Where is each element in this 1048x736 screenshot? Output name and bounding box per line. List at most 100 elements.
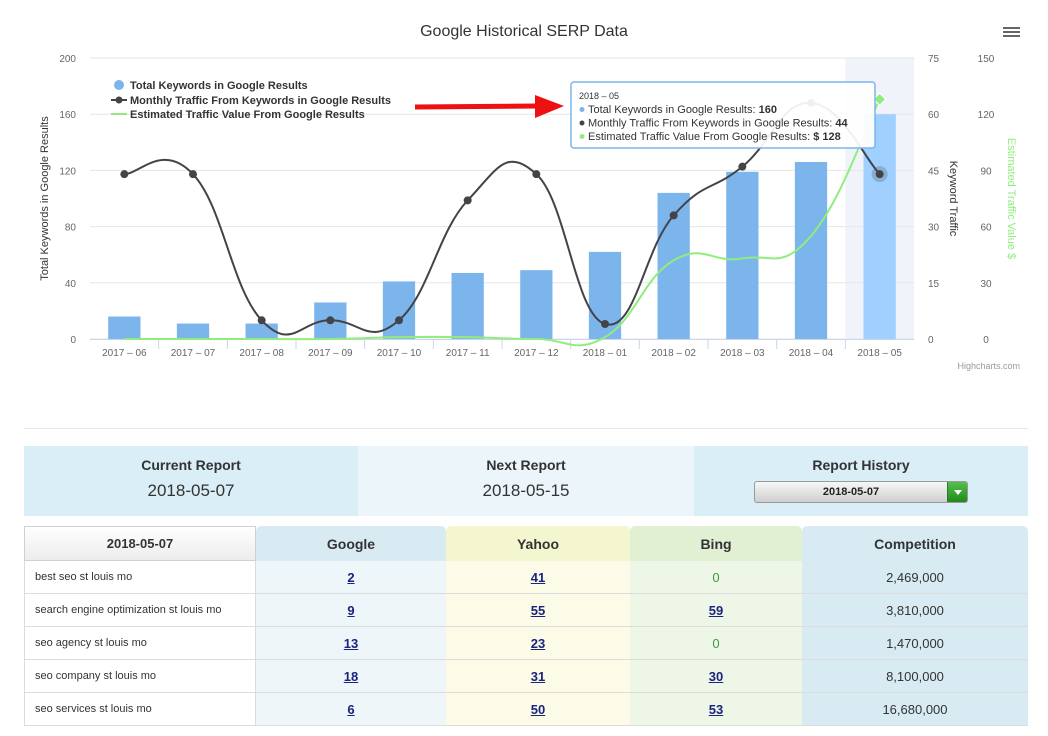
x-axis-tick-label: 2017 – 12 [514,348,559,359]
bing-cell: 0 [630,561,802,594]
keyword-bar [176,323,210,339]
x-axis-tick-label: 2017 – 10 [377,348,422,359]
google-cell: 2 [256,561,446,594]
keyword-cell: seo company st louis mo [24,660,256,693]
keyword-traffic-axis-title: Keyword Traffic [947,161,959,237]
google-rank-link[interactable]: 13 [343,635,359,651]
serp-chart: Google Historical SERP Data 0 40 80 120 160 20… [39,23,1022,371]
header-google: Google [256,526,446,561]
x-axis-tick-label: 2018 – 04 [789,348,834,359]
traffic-value-axis-tick: 60 [980,223,992,234]
keyword-traffic-marker [875,170,884,179]
header-bing: Bing [630,526,802,561]
left-axis-tick: 80 [65,223,77,234]
table-header-row: 2018-05-07 Google Yahoo Bing Competition [24,526,1028,561]
legend-bar-swatch [114,80,124,90]
x-axis-tick-label: 2017 – 08 [239,348,284,359]
yahoo-rank-link[interactable]: 23 [530,635,546,651]
tooltip-header: 2018 – 05 [579,91,619,101]
traffic-value-axis-tick: 0 [983,335,989,346]
bing-rank-link[interactable]: 53 [708,701,724,717]
current-report-label: Current Report [141,457,241,473]
table-row: best seo st louis mo 2 41 0 2,469,000 [24,561,1028,594]
table-row: seo company st louis mo 18 31 30 8,100,000 [24,660,1028,693]
tooltip-swatch [579,134,585,139]
keyword-bar [794,161,828,339]
chart-menu-icon[interactable] [1000,25,1022,43]
report-history-label: Report History [812,457,910,473]
bing-rank-link[interactable]: 30 [708,668,724,684]
tooltip-row-label: Total Keywords in Google Results: [588,104,759,116]
google-cell: 6 [256,693,446,726]
tooltip-swatch [579,107,585,112]
next-report-panel: Next Report 2018-05-15 [358,446,694,516]
left-axis-title: Total Keywords in Google Results [39,116,51,281]
keyword-traffic-marker [532,170,541,179]
tooltip-row-label: Estimated Traffic Value From Google Resu… [588,131,813,143]
keyword-bar [451,272,484,339]
header-report-date: 2018-05-07 [24,526,256,561]
next-report-date: 2018-05-15 [482,481,570,500]
dropdown-arrow-icon[interactable] [947,482,967,502]
keyword-traffic-marker [189,170,197,179]
keyword-traffic-axis-tick: 0 [928,335,934,346]
tooltip-box [570,81,876,149]
header-competition: Competition [802,526,1028,561]
keyword-cell: search engine optimization st louis mo [24,594,256,627]
tooltip-row: Estimated Traffic Value From Google Resu… [588,131,841,143]
tooltip-row: Monthly Traffic From Keywords in Google … [588,118,849,130]
table-row: search engine optimization st louis mo 9 5… [24,594,1028,627]
yahoo-cell: 55 [446,594,630,627]
competition-cell: 16,680,000 [802,693,1028,726]
x-axis-tick-label: 2018 – 01 [583,348,628,359]
keyword-traffic-marker [738,162,747,171]
keyword-traffic-marker [601,320,609,329]
keyword-bar [726,171,759,339]
table-row: seo agency st louis mo 13 23 0 1,470,000 [24,627,1028,660]
keyword-traffic-axis-tick: 30 [928,223,940,234]
google-rank-link[interactable]: 18 [343,668,359,684]
section-divider [24,428,1028,429]
google-rank-link[interactable]: 6 [347,701,355,717]
keyword-traffic-axis-tick: 75 [928,54,940,65]
keyword-bar [520,270,553,339]
legend-item-keywords: Total Keywords in Google Results [130,80,308,92]
legend-item-traffic: Monthly Traffic From Keywords in Google … [130,95,391,107]
bing-rank-link[interactable]: 59 [708,602,724,618]
next-report-label: Next Report [486,457,566,473]
yahoo-rank-link[interactable]: 41 [530,569,546,585]
tooltip-row-value: 160 [759,104,777,116]
traffic-value-axis-tick: 90 [980,166,992,177]
yahoo-rank-link[interactable]: 55 [530,602,546,618]
report-history-selected: 2018-05-07 [822,486,880,498]
google-rank-link[interactable]: 2 [347,569,355,585]
x-axis-tick-label: 2018 – 02 [651,348,696,359]
bing-cell: 30 [630,660,802,693]
bing-cell: 59 [630,594,802,627]
google-rank-link[interactable]: 9 [347,602,355,618]
bing-rank-value: 0 [712,635,720,651]
left-axis-tick: 200 [59,54,76,65]
left-axis-tick: 0 [70,335,76,346]
keyword-bar [863,114,896,339]
keyword-traffic-marker [395,316,403,325]
left-axis-tick: 160 [59,110,76,121]
google-cell: 18 [256,660,446,693]
keyword-cell: best seo st louis mo [24,561,256,594]
competition-cell: 1,470,000 [802,627,1028,660]
yahoo-rank-link[interactable]: 50 [530,701,546,717]
chart-canvas: Google Historical SERP Data 0 40 80 120 160 20… [39,23,1020,371]
tooltip-row-value: 44 [835,118,848,130]
table-row: seo services st louis mo 6 50 53 16,680,000 [24,693,1028,726]
report-summary: Current Report 2018-05-07 Next Report 20… [24,446,1028,516]
keyword-traffic-marker [326,316,335,325]
keyword-traffic-marker [120,170,129,179]
annotation-arrow-shaft [414,103,539,110]
traffic-value-line [124,98,881,347]
tooltip-row: Total Keywords in Google Results: 160 [588,104,777,116]
serp-rankings-table: 2018-05-07 Google Yahoo Bing Competition… [24,526,1028,726]
yahoo-cell: 31 [446,660,630,693]
yahoo-rank-link[interactable]: 31 [530,668,546,684]
report-history-select[interactable]: 2018-05-07 [754,481,968,503]
traffic-value-axis-tick: 120 [978,110,995,121]
